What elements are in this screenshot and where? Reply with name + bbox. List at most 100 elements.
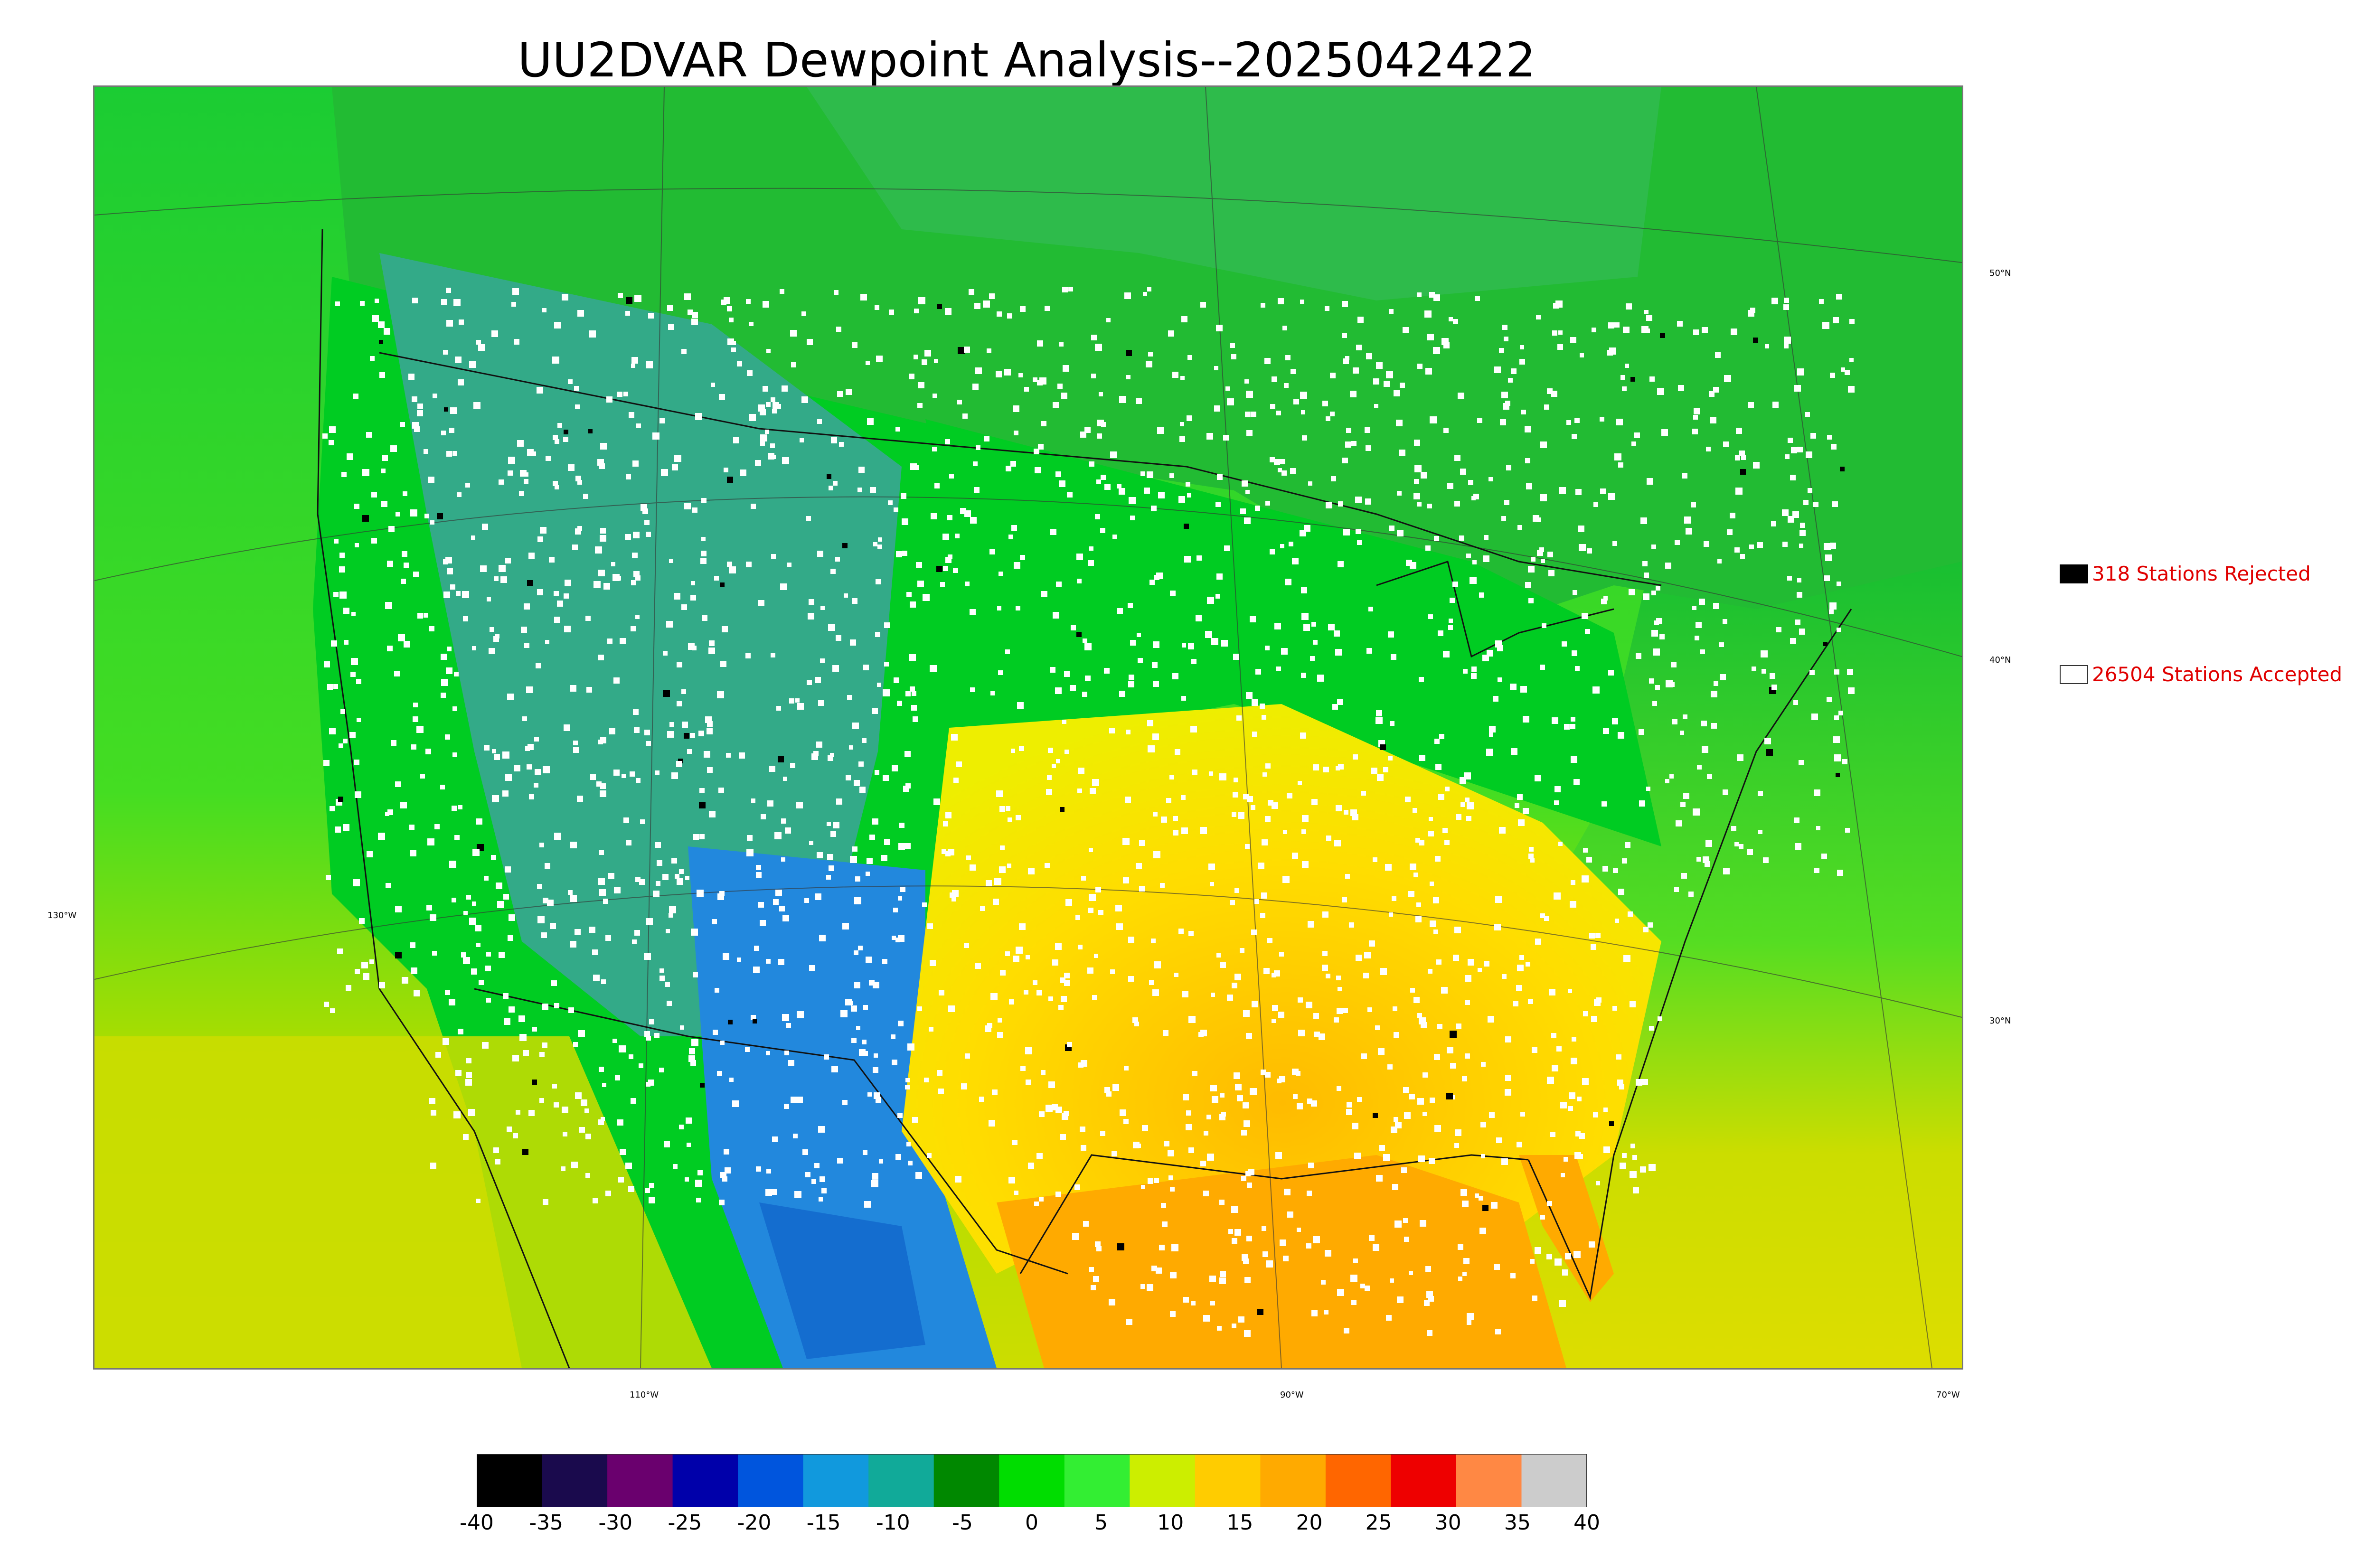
station-dot (417, 404, 423, 409)
station-dot (1526, 483, 1532, 489)
station-dot (1569, 1092, 1575, 1099)
station-dot (1183, 1094, 1189, 1100)
station-dot (771, 653, 775, 657)
station-dot (511, 302, 516, 307)
station-dot (1300, 392, 1307, 399)
station-dot (717, 691, 724, 698)
station-dot (957, 400, 962, 404)
station-dot (1313, 640, 1318, 645)
station-dot (1379, 1145, 1385, 1151)
station-dot (771, 554, 776, 559)
station-dot (1267, 938, 1272, 943)
station-dot (1834, 754, 1841, 761)
station-dot (998, 1018, 1002, 1023)
station-dot (1394, 1221, 1402, 1228)
station-dot (1077, 579, 1082, 583)
station-dot (1276, 667, 1281, 671)
station-dot (1056, 582, 1062, 587)
station-dot (1424, 310, 1432, 318)
station-dot (1371, 768, 1377, 774)
station-dot (596, 781, 602, 787)
station-dot (644, 730, 650, 735)
station-dot (875, 632, 880, 637)
station-dot (784, 1104, 789, 1109)
station-dot (454, 672, 459, 676)
station-dot (755, 460, 761, 466)
station-dot (772, 1189, 777, 1195)
station-dot (1300, 300, 1304, 304)
station-dot (912, 1117, 918, 1123)
station-dot (873, 542, 877, 546)
station-dot (1059, 342, 1064, 347)
station-dot (1427, 1330, 1432, 1336)
station-dot (1528, 854, 1534, 859)
station-dot (1244, 1120, 1250, 1127)
station-dot (1170, 1272, 1177, 1278)
station-dot (718, 788, 724, 793)
station-dot (989, 293, 995, 299)
station-dot (1521, 410, 1526, 414)
station-dot (462, 591, 469, 598)
station-dot (1417, 364, 1423, 369)
station-dot (1137, 633, 1141, 637)
station-dot (1517, 794, 1523, 800)
station-dot (1413, 493, 1420, 499)
station-dot (1028, 868, 1035, 874)
station-dot (781, 818, 786, 824)
station-dot (371, 538, 377, 544)
station-dot (1656, 586, 1660, 591)
station-dot (635, 877, 641, 882)
station-dot (1433, 294, 1440, 301)
station-dot (599, 1067, 604, 1072)
station-dot (727, 562, 732, 567)
station-dot (1465, 1053, 1470, 1059)
station-dot (976, 445, 980, 450)
station-dot (691, 1039, 698, 1046)
station-dot (1676, 820, 1682, 826)
station-dot (1161, 817, 1167, 823)
station-dot (979, 1097, 984, 1102)
meridian-110w (640, 87, 665, 1368)
station-dot (1342, 897, 1347, 902)
station-dot (1829, 610, 1834, 614)
station-dot (485, 966, 491, 971)
station-dot (945, 308, 951, 315)
station-dot (1152, 733, 1159, 740)
station-dot (859, 787, 866, 793)
station-dot (1187, 355, 1192, 360)
station-dot (555, 485, 559, 489)
station-dot (676, 761, 682, 767)
station-dot (1046, 1105, 1053, 1112)
station-dot (1301, 673, 1306, 678)
station-dot (445, 990, 450, 995)
station-dot (322, 433, 328, 439)
station-dot (353, 394, 358, 399)
station-dot (1301, 410, 1305, 414)
station-dot (1020, 306, 1026, 312)
station-dot (542, 308, 546, 312)
gulf-of-mexico (997, 1155, 1566, 1368)
station-dot (574, 386, 579, 391)
station-dot (1696, 622, 1702, 628)
station-dot (806, 516, 811, 521)
station-dot (1535, 1247, 1541, 1254)
graticule (94, 87, 1962, 1368)
station-dot (851, 1038, 857, 1043)
station-dot (1109, 728, 1115, 733)
station-dot (425, 749, 431, 754)
station-dot (827, 854, 833, 860)
station-dot (568, 379, 573, 384)
station-dot (692, 507, 697, 513)
station-dot (347, 453, 353, 460)
station-dot (717, 1071, 722, 1076)
station-dot (1395, 1122, 1402, 1128)
station-dot (1720, 674, 1726, 680)
station-dot (1062, 720, 1066, 724)
station-dot (998, 670, 1003, 675)
station-dot (1753, 462, 1760, 469)
station-dot (1230, 900, 1235, 905)
station-dot (924, 350, 931, 357)
station-dot (378, 321, 385, 328)
station-dot (1205, 631, 1212, 638)
station-dot (420, 774, 425, 779)
